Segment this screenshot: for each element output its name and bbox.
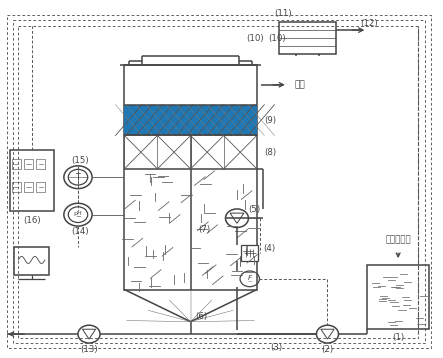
Text: (4): (4)	[263, 244, 275, 253]
Text: ~: ~	[75, 214, 81, 220]
Text: T: T	[76, 173, 80, 182]
Text: (2): (2)	[322, 345, 334, 354]
Text: (10): (10)	[268, 34, 286, 43]
Text: (15): (15)	[71, 156, 89, 165]
Text: (6): (6)	[195, 312, 208, 321]
Bar	[124, 105, 257, 135]
Text: (10): (10)	[246, 34, 264, 43]
Text: 垃圾渗滤液: 垃圾渗滤液	[385, 235, 411, 244]
Bar	[367, 265, 429, 329]
Bar	[12, 159, 20, 169]
Bar	[241, 245, 258, 261]
Bar	[14, 247, 49, 275]
Text: (9): (9)	[264, 116, 276, 125]
Bar	[36, 182, 45, 192]
Text: F: F	[248, 275, 252, 281]
Text: (5): (5)	[249, 205, 260, 214]
Bar	[279, 22, 336, 54]
Bar	[24, 182, 33, 192]
Bar	[12, 182, 20, 192]
Text: (14): (14)	[71, 227, 89, 236]
Text: (8): (8)	[264, 148, 276, 157]
Bar	[24, 159, 33, 169]
Text: pH: pH	[74, 211, 82, 216]
Bar	[10, 150, 54, 211]
Text: (16): (16)	[23, 216, 40, 224]
Text: (1): (1)	[392, 333, 404, 342]
Text: (7): (7)	[198, 225, 210, 234]
Text: 出水: 出水	[294, 80, 305, 89]
Bar	[36, 159, 45, 169]
Text: (12): (12)	[361, 19, 378, 28]
Text: ~: ~	[248, 279, 252, 284]
Bar	[124, 65, 257, 290]
Text: (11): (11)	[275, 9, 292, 18]
Text: (3): (3)	[271, 343, 283, 352]
Text: (13): (13)	[80, 345, 98, 354]
